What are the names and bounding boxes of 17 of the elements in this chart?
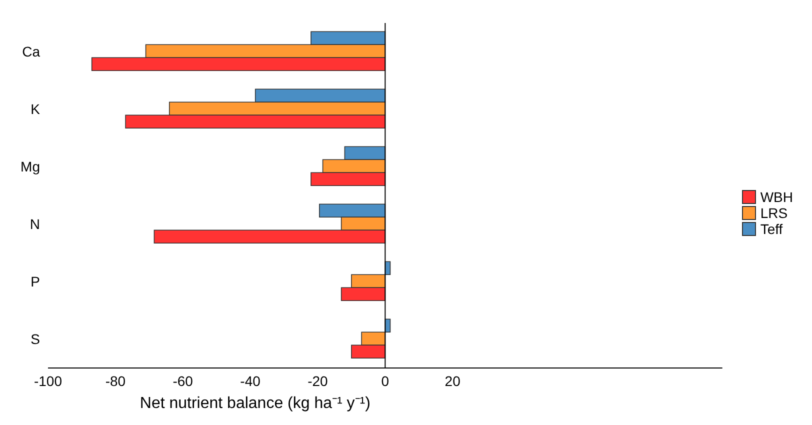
y-tick-label: N: [30, 216, 40, 232]
x-tick-label: -100: [34, 372, 62, 389]
legend-label: LRS: [759, 205, 789, 221]
x-tick-label: 0: [381, 372, 390, 389]
x-tick-label: -20: [308, 372, 328, 389]
y-tick-label: S: [30, 331, 40, 348]
legend-label: WBH: [759, 189, 793, 205]
x-axis-title: Net nutrient balance (kg ha⁻¹ y⁻¹): [140, 395, 370, 412]
y-tick-label: K: [30, 101, 41, 118]
y-tick-label: Mg: [20, 158, 40, 175]
x-tick-label: -40: [240, 372, 261, 389]
x-tick-label: -60: [172, 372, 194, 389]
x-tick-label: -80: [105, 372, 126, 389]
x-tick-label: 20: [444, 372, 461, 389]
legend-label: Teff: [759, 221, 784, 237]
y-tick-label: Ca: [22, 44, 40, 60]
y-tick-label: P: [30, 274, 40, 290]
